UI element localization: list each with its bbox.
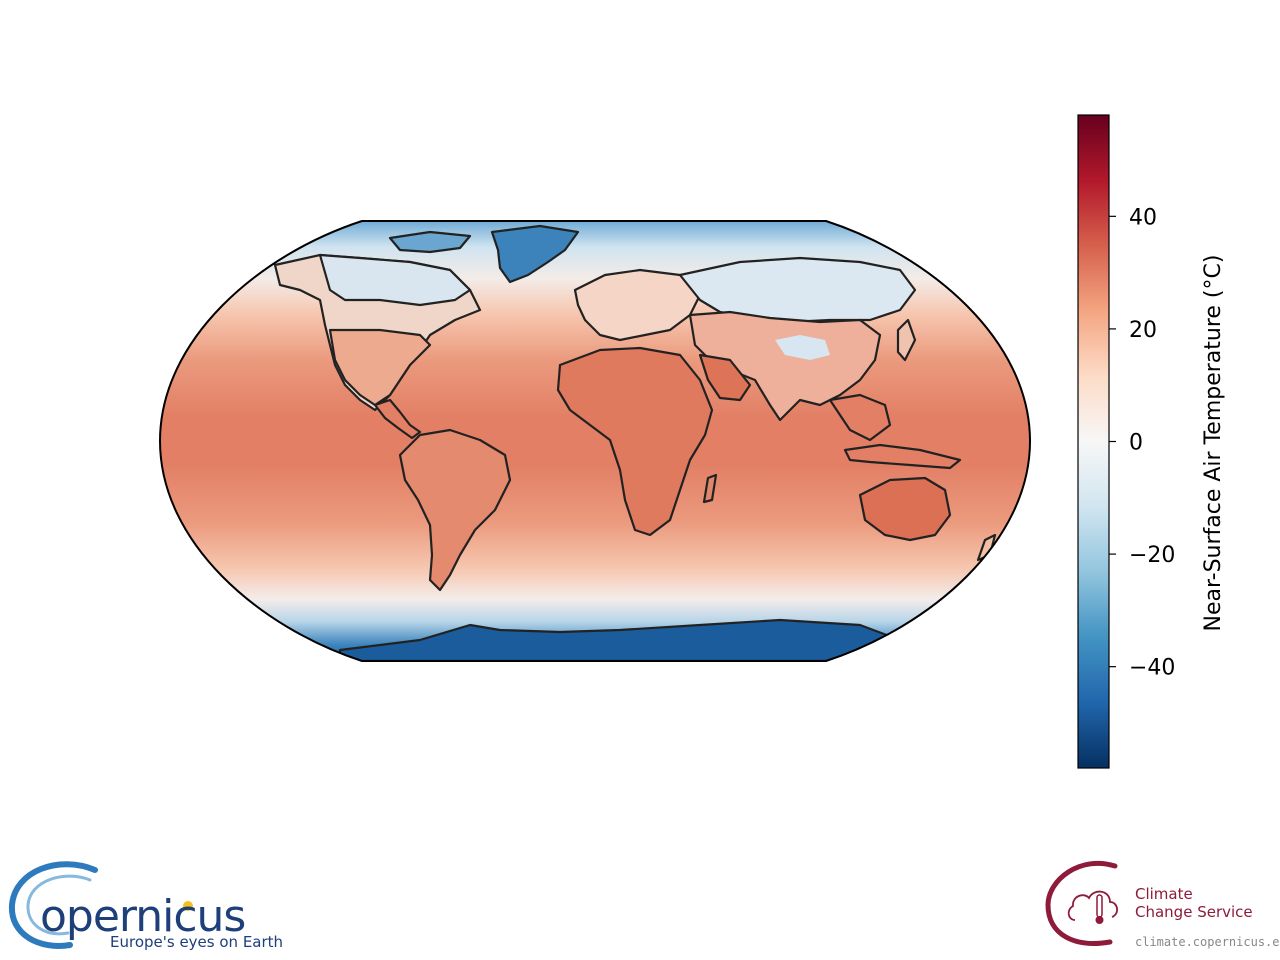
tibet bbox=[775, 335, 830, 360]
central-america bbox=[373, 398, 422, 440]
copernicus-logo-sun bbox=[183, 901, 193, 911]
colorbar-tick-label: 0 bbox=[1129, 431, 1143, 456]
c3s-url: climate.copernicus.eu bbox=[1135, 935, 1280, 949]
thermometer-icon bbox=[1096, 894, 1103, 918]
c3s-line2: Change Service bbox=[1135, 903, 1253, 921]
colorbar: 40 20 0 −20 −40 Near-Surface Air Temperature… bbox=[1077, 114, 1226, 769]
colorbar-tick-label: 40 bbox=[1129, 205, 1157, 230]
madagascar bbox=[702, 473, 718, 504]
colorbar-label: Near-Surface Air Temperature (°C) bbox=[1201, 255, 1226, 632]
japan bbox=[896, 318, 917, 362]
greenland bbox=[490, 224, 580, 284]
indonesia bbox=[843, 443, 962, 470]
copernicus-tagline: Europe's eyes on Earth bbox=[110, 933, 283, 951]
c3s-logo-arc bbox=[1045, 860, 1118, 946]
antarctica bbox=[338, 618, 922, 661]
c3s-line1: Climate bbox=[1135, 885, 1193, 903]
colorbar-tick-label: 20 bbox=[1129, 318, 1157, 343]
europe bbox=[573, 268, 702, 342]
landmasses bbox=[273, 224, 997, 661]
arctic-islands bbox=[388, 230, 472, 254]
usa bbox=[328, 328, 432, 407]
africa bbox=[556, 346, 714, 537]
copernicus-logo: opernicus Europe's eyes on Earth bbox=[8, 861, 283, 951]
copernicus-logo-arc-inner bbox=[26, 874, 92, 936]
australia bbox=[858, 476, 952, 542]
colorbar-tick-label: −20 bbox=[1129, 543, 1175, 568]
north-america-north bbox=[318, 253, 472, 307]
south-america bbox=[398, 428, 512, 592]
thermometer-bulb-icon bbox=[1095, 916, 1104, 924]
colorbar-ticks: 40 20 0 −20 −40 bbox=[1109, 205, 1175, 681]
colorbar-tick-label: −40 bbox=[1129, 656, 1175, 681]
globe-outline bbox=[158, 220, 1032, 662]
copernicus-logo-arc bbox=[8, 861, 98, 949]
copernicus-wordmark: opernicus bbox=[40, 891, 245, 942]
cloud-icon bbox=[1067, 890, 1118, 921]
arabia bbox=[698, 353, 752, 402]
southeast-asia bbox=[828, 393, 892, 442]
colorbar-gradient bbox=[1077, 114, 1110, 769]
map bbox=[158, 220, 1032, 662]
c3s-logo: Climate Change Service climate.copernicu… bbox=[1045, 860, 1280, 949]
